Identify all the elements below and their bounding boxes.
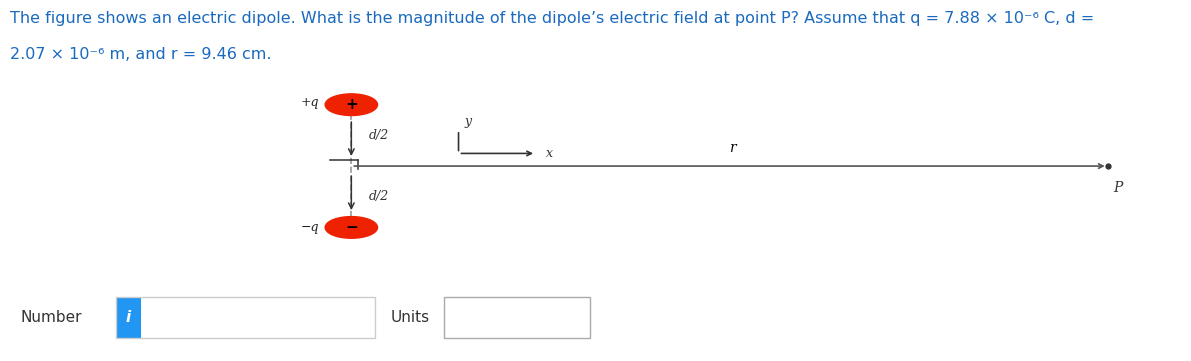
FancyBboxPatch shape [116,297,141,339]
Text: The figure shows an electric dipole. What is the magnitude of the dipole’s elect: The figure shows an electric dipole. Wha… [10,11,1093,26]
Text: +: + [345,97,357,112]
Text: P: P [1114,180,1123,195]
Text: +q: +q [300,96,319,109]
Text: Units: Units [391,310,430,325]
Text: ⌄: ⌄ [575,311,585,324]
Ellipse shape [325,94,378,116]
FancyBboxPatch shape [444,297,590,339]
Text: y: y [464,115,472,128]
Text: 2.07 × 10⁻⁶ m, and r = 9.46 cm.: 2.07 × 10⁻⁶ m, and r = 9.46 cm. [10,47,272,62]
Text: d/2: d/2 [369,129,389,142]
Text: d/2: d/2 [369,190,389,203]
Text: r: r [729,141,736,155]
Text: −q: −q [300,221,319,234]
Text: N/C or V/m: N/C or V/m [450,311,525,325]
Ellipse shape [325,217,378,238]
Text: i: i [125,310,131,325]
Text: Number: Number [20,310,82,325]
Text: x: x [545,147,553,160]
Text: −: − [345,220,357,235]
